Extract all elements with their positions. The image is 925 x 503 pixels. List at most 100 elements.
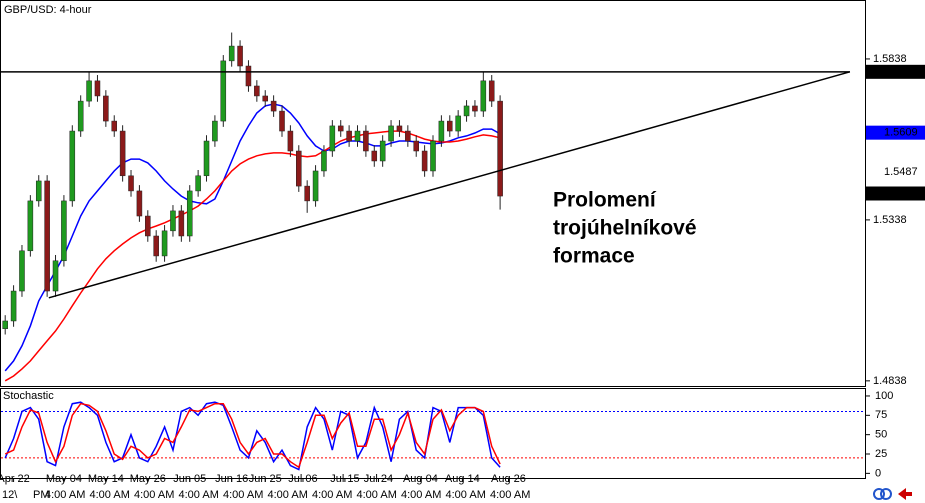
candle-body: [203, 140, 210, 177]
trendline: [48, 71, 851, 299]
candle-body: [463, 105, 470, 117]
candle-body: [69, 130, 76, 202]
x-sublabel: 4:00 AM: [490, 489, 530, 501]
x-sublabel: 4:00 AM: [401, 489, 441, 501]
candle-body: [35, 180, 42, 202]
x-sublabel: 4:00 AM: [90, 489, 130, 501]
candle-body: [170, 210, 176, 232]
candle-body: [86, 80, 92, 102]
candle-body: [312, 170, 319, 202]
x-tick-label: Aug 26: [491, 473, 526, 485]
candle-body: [128, 175, 134, 192]
icon-link[interactable]: [873, 488, 885, 500]
y-tick-label: 1.4838: [873, 375, 907, 387]
price-marker: [866, 164, 925, 179]
candle-body: [111, 120, 118, 132]
x-sublabel: 4:00 AM: [45, 489, 85, 501]
price-marker: [866, 125, 925, 140]
y-tick-label: 75: [875, 409, 887, 421]
x-sublabel: 4:00 AM: [268, 489, 308, 501]
y-tick-label: 1.5838: [873, 53, 907, 65]
candle-body: [472, 105, 478, 112]
candle-body: [94, 80, 101, 97]
candle-body: [287, 130, 294, 152]
candle-body: [19, 250, 25, 292]
candle-body: [379, 140, 386, 162]
x-sublabel: 4:00 AM: [223, 489, 263, 501]
candle-body: [220, 60, 227, 122]
candle-body: [421, 150, 428, 172]
candle-body: [270, 100, 277, 112]
candle-body: [321, 150, 327, 172]
x-sublabel: 4:00 AM: [357, 489, 397, 501]
price-marker: [866, 186, 925, 201]
candle-body: [455, 115, 461, 132]
candle-body: [237, 45, 243, 67]
x-tick-label: May 04: [46, 473, 82, 485]
candle-body: [186, 190, 193, 237]
candle-body: [10, 290, 17, 322]
candle-body: [52, 260, 59, 292]
x-tick-label: May 26: [130, 473, 166, 485]
panel-title: Stochastic: [3, 390, 54, 402]
y-tick-label: 50: [875, 429, 887, 441]
candle-body: [145, 215, 151, 237]
candle-body: [77, 100, 84, 132]
candle-body: [254, 85, 260, 97]
candle-body: [447, 120, 453, 132]
x-tick-label: Jul 06: [288, 473, 317, 485]
candle-body: [161, 230, 168, 257]
icons: [873, 488, 912, 500]
candle-body: [245, 65, 252, 87]
icon-link-2[interactable]: [880, 488, 892, 500]
candle-body: [371, 150, 378, 162]
stochastic-line: [4, 401, 501, 471]
y-tick-label: 1.5338: [873, 214, 907, 226]
candle-body: [262, 95, 268, 102]
candle-body: [61, 200, 67, 262]
x-tick-label: Jul 15: [330, 473, 359, 485]
candle-body: [2, 320, 8, 329]
price-marker-label: 1.5798: [884, 66, 918, 78]
x-tick-label: Jun 05: [173, 473, 206, 485]
candle-body: [413, 140, 419, 152]
price-marker-label: 1.542: [884, 187, 912, 199]
x-sublabel: 4:00 AM: [134, 489, 174, 501]
stochastic-panel: [0, 388, 866, 479]
x-tick-label: Apr 22: [0, 473, 30, 485]
x-sublabel: PM: [33, 489, 50, 501]
candle-body: [363, 130, 369, 152]
candle-body: [103, 95, 109, 122]
candle-body: [405, 130, 411, 142]
candle-body: [153, 235, 159, 257]
candle-body: [304, 185, 310, 202]
x-tick-label: Aug 04: [403, 473, 438, 485]
candle-body: [480, 80, 487, 112]
moving-average: [4, 130, 501, 382]
y-tick-label: 100: [875, 390, 893, 402]
candle-body: [136, 190, 143, 217]
x-sublabel: 12\: [2, 489, 18, 501]
candle-body: [178, 210, 185, 237]
title-box: [1, 1, 97, 17]
price-marker-label: 1.5609: [884, 127, 918, 139]
candle-body: [396, 125, 403, 132]
candle-body: [388, 125, 394, 142]
candle-body: [279, 110, 285, 132]
price-marker: [866, 64, 925, 79]
candle-body: [497, 100, 503, 197]
candle-body: [44, 180, 50, 292]
candle-body: [337, 125, 344, 132]
candle-body: [27, 200, 34, 252]
y-tick-label: 25: [875, 448, 887, 460]
price-panel: [0, 0, 866, 387]
price-marker-label: 1.5487: [884, 166, 918, 178]
annotation: trojúhelníkové: [553, 217, 697, 240]
x-sublabel: 4:00 AM: [179, 489, 219, 501]
annotation: formace: [553, 245, 635, 268]
icon-arrow[interactable]: [898, 488, 912, 500]
x-sublabel: 4:00 AM: [312, 489, 352, 501]
x-tick-label: Aug 14: [445, 473, 480, 485]
